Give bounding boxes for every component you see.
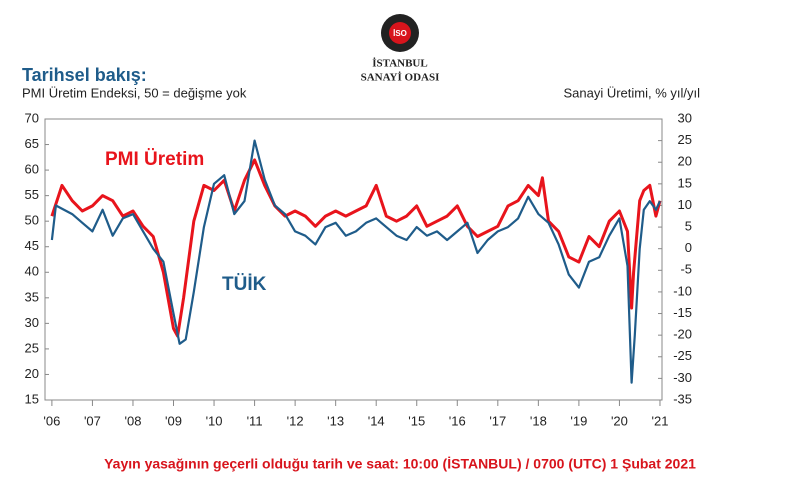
y-tick-label: 50: [25, 213, 39, 228]
y2-tick-label: 30: [678, 110, 692, 125]
series-line: [50, 158, 662, 338]
y2-tick-label: -10: [673, 283, 692, 298]
x-tick-label: '20: [611, 413, 628, 428]
y-tick-label: 70: [25, 110, 39, 125]
x-tick-label: '16: [449, 413, 466, 428]
x-tick-label: '17: [489, 413, 506, 428]
y-tick-label: 25: [25, 340, 39, 355]
org-name: İSTANBUL: [372, 58, 427, 70]
series-line: [50, 139, 661, 384]
logo-text: İSO: [393, 29, 407, 38]
logo: İSO İSTANBUL SANAYİ ODASI: [361, 14, 440, 84]
x-tick-label: '07: [84, 413, 101, 428]
y2-tick-label: -20: [673, 327, 692, 342]
y-tick-label: 15: [25, 391, 39, 406]
y2-tick-label: 25: [678, 132, 692, 147]
y2-tick-label: 20: [678, 154, 692, 169]
x-tick-label: '10: [206, 413, 223, 428]
y-tick-label: 40: [25, 264, 39, 279]
logo-core: [389, 22, 411, 44]
org-name: SANAYİ ODASI: [361, 72, 440, 84]
legend-label: PMI Üretim: [105, 149, 204, 170]
y-tick-label: 55: [25, 187, 39, 202]
y2-tick-label: 15: [678, 175, 692, 190]
y2-tick-label: -35: [673, 391, 692, 406]
x-tick-label: '19: [570, 413, 587, 428]
x-tick-label: '21: [651, 413, 668, 428]
y2-axis-label: Sanayi Üretimi, % yıl/yıl: [563, 85, 700, 100]
y2-tick-label: -5: [680, 262, 692, 277]
x-tick-label: '08: [124, 413, 141, 428]
y2-tick-label: 10: [678, 197, 692, 212]
x-tick-label: '06: [43, 413, 60, 428]
y2-tick-label: 0: [685, 240, 692, 255]
y-tick-label: 60: [25, 162, 39, 177]
y-tick-label: 45: [25, 238, 39, 253]
plot-frame: [44, 118, 663, 401]
y-tick-label: 65: [25, 136, 39, 151]
x-tick-label: '14: [368, 413, 385, 428]
chart-subtitle: PMI Üretim Endeksi, 50 = değişme yok: [22, 85, 247, 100]
y2-tick-label: -15: [673, 305, 692, 320]
y2-tick-label: 5: [685, 219, 692, 234]
x-tick-label: '12: [287, 413, 304, 428]
x-tick-label: '13: [327, 413, 344, 428]
x-tick-label: '09: [165, 413, 182, 428]
x-tick-label: '18: [530, 413, 547, 428]
y-tick-label: 35: [25, 289, 39, 304]
x-tick-label: '15: [408, 413, 425, 428]
y-tick-label: 30: [25, 315, 39, 330]
y-tick-label: 20: [25, 366, 39, 381]
footer: Yayın yasağının geçerli olduğu tarih ve …: [104, 456, 696, 472]
chart-title: Tarihsel bakış:: [22, 65, 147, 85]
x-tick-label: '11: [247, 413, 263, 428]
legend-label: TÜİK: [222, 274, 267, 295]
y2-tick-label: -25: [673, 348, 692, 363]
y2-tick-label: -30: [673, 370, 692, 385]
